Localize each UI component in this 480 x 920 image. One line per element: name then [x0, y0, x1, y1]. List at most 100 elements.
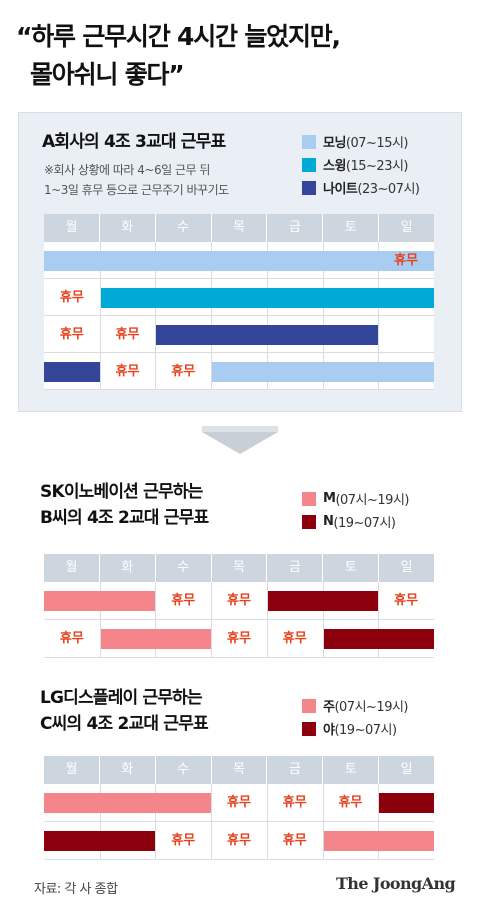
schedule-row: 휴무 — [44, 279, 434, 316]
rest-day-label: 휴무 — [171, 833, 196, 848]
legend-swatch — [302, 180, 316, 195]
rest-day-label: 휴무 — [394, 253, 419, 268]
rest-day-label: 휴무 — [115, 327, 140, 342]
grid-line — [211, 582, 213, 619]
legend-swatch — [302, 134, 316, 149]
legend-swatch — [302, 698, 316, 713]
rest-day-label: 휴무 — [227, 593, 251, 608]
rest-day-label: 휴무 — [59, 290, 84, 305]
section-a-note-1: ※회사 상황에 따라 4~6일 근무 뒤 — [44, 163, 210, 177]
day-header: 화 — [99, 554, 156, 582]
rest-day-label: 휴무 — [59, 327, 84, 342]
legend-range: (07시~19시) — [334, 700, 409, 715]
day-header: 일 — [379, 214, 435, 242]
shift-bar — [44, 793, 212, 813]
schedule-row: 휴무 — [44, 242, 434, 279]
section-a-legend: 모닝 (07~15시) 스윙 (15~23시) 나이트 (23~07시) — [302, 130, 420, 199]
rest-day-label: 휴무 — [394, 593, 419, 608]
grid-line — [99, 316, 101, 352]
arrow-bar — [202, 426, 278, 432]
day-header: 수 — [155, 756, 212, 784]
schedule-row: 휴무 휴무 휴무 — [44, 822, 434, 860]
section-c-title-1: LG디스플레이 근무하는 — [40, 688, 203, 708]
day-header: 목 — [211, 554, 268, 582]
grid-line — [378, 582, 380, 619]
day-header: 토 — [323, 756, 380, 784]
section-b-title-2: B씨의 4조 2교대 근무표 — [40, 508, 209, 528]
legend-item: 주 (07시~19시) — [302, 694, 409, 717]
day-header: 월 — [44, 554, 100, 582]
grid-line — [322, 822, 324, 859]
day-header: 목 — [211, 756, 268, 784]
section-c-title-2: C씨의 4조 2교대 근무표 — [40, 714, 209, 734]
grid-line — [266, 784, 268, 821]
section-b-legend: M (07시~19시) N (19~07시) — [302, 487, 409, 533]
day-header: 토 — [323, 554, 380, 582]
day-header: 금 — [267, 756, 324, 784]
legend-swatch — [302, 157, 316, 172]
legend-name: 야 — [323, 723, 335, 738]
shift-bar — [100, 629, 212, 649]
source-note: 자료: 각 사 종합 — [34, 882, 118, 897]
section-c-legend: 주 (07시~19시) 야 (19~07시) — [302, 694, 409, 740]
shift-bar — [156, 325, 379, 345]
schedule-row: 휴무 휴무 휴무 — [44, 582, 434, 620]
day-header: 월 — [44, 214, 100, 242]
shift-bar — [379, 793, 434, 813]
day-header: 일 — [379, 756, 435, 784]
legend-name: 나이트 — [323, 182, 358, 197]
section-a-schedule-table: 월 화 수 목 금 토 일 휴무 휴무 휴무 휴무 휴무 휴무 — [44, 214, 435, 396]
shift-bar — [44, 831, 156, 851]
legend-item: 나이트 (23~07시) — [302, 176, 420, 199]
day-header: 금 — [267, 554, 324, 582]
grid-line — [378, 784, 380, 821]
shift-bar — [212, 362, 434, 382]
legend-name: N — [323, 514, 334, 529]
section-a-title: A회사의 4조 3교대 근무표 — [42, 132, 226, 152]
legend-item: N (19~07시) — [302, 510, 409, 533]
rest-day-label: 휴무 — [282, 631, 307, 646]
grid-line — [99, 353, 101, 389]
shift-bar — [44, 251, 434, 271]
legend-range: (19~07시) — [333, 516, 396, 531]
section-c-schedule-table: 월 화 수 목 금 토 일 휴무 휴무 휴무 휴무 휴무 휴무 — [44, 756, 435, 860]
legend-swatch — [302, 491, 316, 506]
legend-name: 주 — [323, 700, 335, 715]
day-header: 목 — [211, 214, 268, 242]
rest-day-label: 휴무 — [227, 833, 251, 848]
legend-swatch — [302, 721, 316, 736]
day-header: 화 — [99, 756, 156, 784]
legend-range: (07~15시) — [345, 136, 409, 151]
day-header: 일 — [379, 554, 435, 582]
day-header: 수 — [155, 554, 212, 582]
shift-bar — [100, 288, 434, 308]
day-header: 수 — [155, 214, 212, 242]
headline-line2: 몰아쉬니 좋다” — [30, 60, 185, 89]
grid-line — [155, 353, 157, 389]
rest-day-label: 휴무 — [282, 833, 307, 848]
grid-line — [155, 822, 157, 859]
headline-line1: “하루 근무시간 4시간 늘었지만, — [16, 22, 341, 51]
legend-item: 야 (19~07시) — [302, 717, 408, 740]
shift-bar — [44, 362, 100, 382]
down-arrow-icon — [202, 432, 278, 454]
day-header: 월 — [44, 756, 100, 784]
legend-range: (07시~19시) — [335, 493, 409, 508]
grid-line — [155, 316, 157, 352]
legend-range: (23~07시) — [357, 182, 420, 197]
schedule-row: 휴무 휴무 — [44, 353, 434, 390]
grid-line — [266, 582, 268, 619]
grid-line — [378, 316, 380, 352]
rest-day-label: 휴무 — [115, 364, 140, 379]
legend-range: (15~23시) — [345, 159, 409, 174]
day-header: 화 — [99, 214, 156, 242]
legend-name: 모닝 — [323, 136, 346, 151]
rest-day-label: 휴무 — [227, 631, 251, 646]
grid-line — [99, 620, 101, 657]
schedule-row: 휴무 휴무 — [44, 316, 434, 353]
grid-line — [211, 822, 213, 859]
shift-bar — [323, 629, 434, 649]
